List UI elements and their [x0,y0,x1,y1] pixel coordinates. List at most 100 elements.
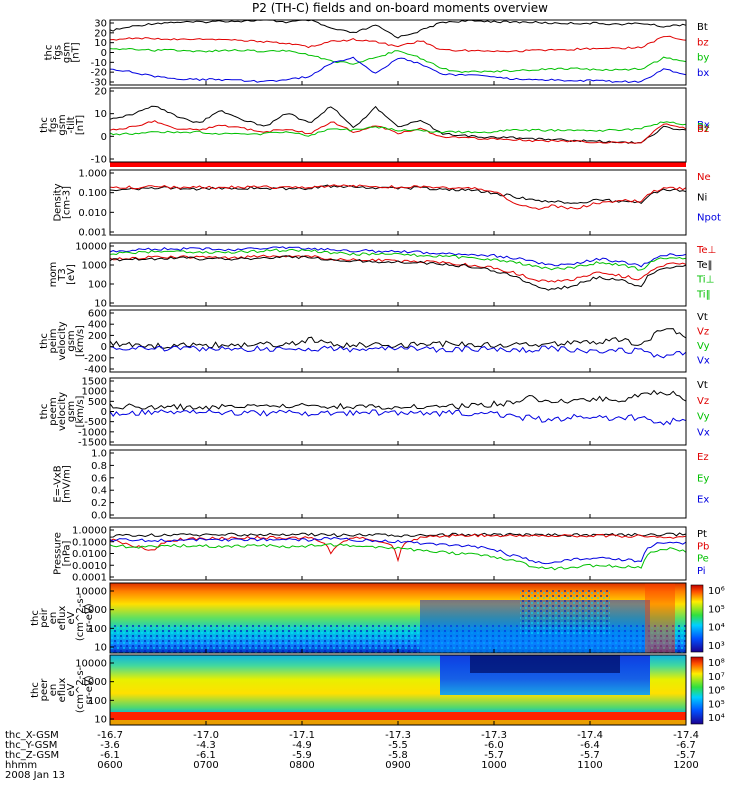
orbit-value: -6.7 [676,740,696,751]
y-axis-label-line: thc [39,333,50,349]
y-tick-label: 1500 [82,377,107,388]
legend-fgs_gsm-item: bx [697,68,709,79]
series-temperature-Ti [109,246,687,268]
y-axis-label-line: [cm-3] [62,186,73,219]
y-tick-label: -10 [91,155,107,166]
orbit-value: -3.6 [100,740,120,751]
legend-pressure-item: Pe [697,554,709,565]
y-axis-label-line: E=-VxB [53,465,64,502]
series-temperature-Te [109,255,687,291]
y-axis-label: Density[cm-3] [53,183,73,221]
y-tick-label: 1000 [82,261,107,272]
y-axis-label-line: T3 [57,268,68,281]
legend-temperature-item: Te‖ [696,260,713,271]
colorbar-ticks: 10⁶ 10⁵ 10⁴ 10³ 10⁸ 10⁷ 10⁶ 10⁵ 10⁴ [708,586,725,724]
legend-peem_velocity-item: Vz [697,396,709,407]
y-tick-label: 10000 [75,587,107,598]
legend-peim_velocity-item: Vz [697,327,709,338]
orbit-value: -5.7 [484,750,504,761]
panel-frame [109,309,687,373]
series-fgs_gse_tilt-By [109,121,687,137]
series-pressure-Pt [109,532,687,538]
series-peem_velocity-Vt [109,389,687,411]
y-axis-label-line: velocity [57,392,68,431]
orbit-value: -17.4 [673,730,699,741]
series-peim_velocity-Vt [109,328,687,350]
legend-peem_velocity-item: Vt [697,380,708,391]
y-tick-label: 1.0 [91,449,107,460]
legend-efield-item: Ex [697,495,709,506]
legend-fgs_gsm-item: Bt [697,22,708,33]
y-axis-label-line: [nPa] [62,540,73,566]
y-tick-label: 1000 [82,605,107,616]
legend-density-item: Ne [697,172,711,183]
y-tick-label: 1.0000 [72,526,107,537]
series-pressure-Pe [109,543,687,571]
y-tick-label: 0.2 [91,498,107,509]
orbit-value: -17.0 [193,730,219,741]
y-tick-label: 100 [88,696,107,707]
orbit-value: 0600 [97,760,122,771]
y-axis-label-line: eflux [57,678,68,703]
legend-pressure-item: Pb [697,541,709,552]
orbit-value: -6.4 [580,740,600,751]
panel-frame [109,449,687,519]
y-tick-label: -200 [84,353,107,364]
legend-pressure-item: Pi [697,566,706,577]
orbit-value: 1200 [673,760,698,771]
legend-peim_velocity-item: Vy [697,341,710,352]
orbit-value: -6.1 [100,750,120,761]
y-tick-label: 0 [101,132,107,143]
peir-spectrogram-image [110,583,686,653]
y-tick-label: -1000 [78,427,107,438]
orbit-value: 1000 [481,760,506,771]
legend-fgs_gse_tilt-item: By [697,122,710,133]
y-axis-label-line: [nT] [71,42,82,62]
legend-temperature-item: Ti⊥ [696,275,714,286]
series-temperature-Ti [109,248,687,271]
colorbar-tick-label: 10⁵ [708,604,725,615]
y-tick-label: 10 [94,109,107,120]
y-tick-label: 10000 [75,659,107,670]
orbit-value: -4.3 [196,740,216,751]
orbit-value: 1100 [577,760,602,771]
legend-density-item: Npot [697,213,721,224]
y-tick-label: 100 [88,624,107,635]
y-axis-label-line: eV [66,683,77,696]
y-axis-label-line: peim [48,328,59,353]
y-tick-label: 10 [94,299,107,310]
y-axis-label-line: Pressure [53,532,64,575]
orbit-value: 0800 [289,760,314,771]
y-tick-label: 400 [88,320,107,331]
y-axis-label-line: (cm^2-s- [75,666,86,713]
y-axis-label-line: mom [48,262,59,288]
orbit-value: -17.3 [385,730,411,741]
legend-peim_velocity-item: Vt [697,312,708,323]
panels: 3020100-10-20-30thcfgsgsm[nT]Btbzbybx201… [30,19,721,714]
y-axis-label-line: en [48,684,59,697]
orbit-value: -5.9 [292,750,312,761]
y-tick-label: 200 [88,331,107,342]
series-pressure-Pi [109,536,687,565]
y-tick-label: -400 [84,365,107,376]
panel-efield: 1.00.80.6 0.40.2 0.0 E=-VxB[mV/m] Ez Ey Ex [53,449,710,522]
y-axis-label-line: (cm^2-s- [75,594,86,641]
y-tick-label: 1.000 [78,169,107,180]
colorbar-tick-label: 10⁴ [708,623,725,634]
orbit-value: -5.7 [580,750,600,761]
y-tick-label: 0 [101,407,107,418]
colorbar-tick-label: 10⁶ [708,586,725,597]
y-tick-label: 600 [88,309,107,320]
legend-density-item: Ni [697,192,707,203]
orbit-table: thc_X-GSM -16.7 -17.0 -17.1 -17.3 -17.3 -17.4-… [5,730,699,781]
y-tick-label: -1500 [78,438,107,449]
peer-colorbar [690,656,704,725]
y-axis-label-line: [mV/m] [62,465,73,503]
y-axis-label-line: fgs [53,45,64,60]
